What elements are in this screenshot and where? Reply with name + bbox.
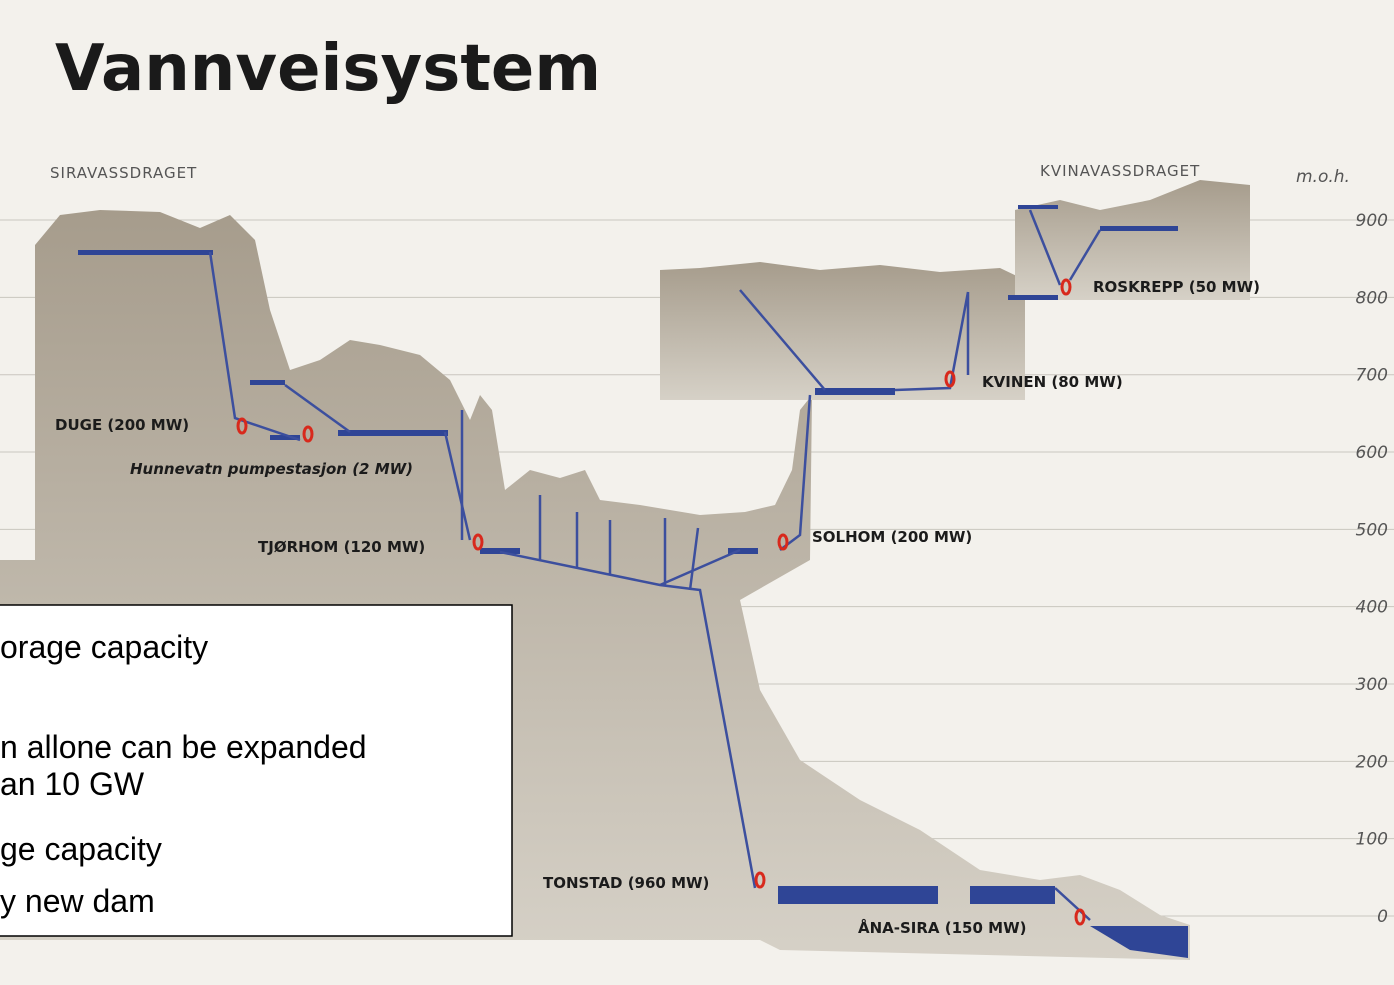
callout-text: n allone can be expanded (0, 729, 367, 765)
elevation-tick-label: 600 (1356, 443, 1388, 463)
title: Vannveisystem (55, 32, 601, 106)
elevation-tick-label: 300 (1356, 675, 1388, 695)
elevation-tick-label: 700 (1356, 366, 1388, 386)
station-label: TJØRHOM (120 MW) (258, 538, 425, 556)
station-label: ROSKREPP (50 MW) (1093, 278, 1260, 296)
region-label: KVINAVASSDRAGET (1040, 162, 1200, 180)
station-label: KVINEN (80 MW) (982, 373, 1123, 391)
callout-text: ge capacity (0, 831, 162, 867)
callout-text: orage capacity (0, 629, 208, 665)
station-markers (236, 278, 1086, 926)
elevation-tick-label: 200 (1356, 752, 1388, 772)
station-label: ÅNA-SIRA (150 MW) (858, 918, 1026, 937)
station-label: Hunnevatn pumpestasjon (2 MW) (130, 460, 413, 478)
station-label: SOLHOM (200 MW) (812, 528, 972, 546)
reservoirs (78, 205, 1188, 958)
callout-text: an 10 GW (0, 766, 145, 802)
callout-text: y new dam (0, 883, 155, 919)
region-label: SIRAVASSDRAGET (50, 164, 197, 182)
elevation-tick-label: 100 (1356, 830, 1388, 850)
axis-label: m.o.h. (1296, 167, 1350, 187)
terrain-kvinen (660, 262, 1025, 400)
station-label: DUGE (200 MW) (55, 416, 189, 434)
terrain-roskrepp (1015, 180, 1250, 300)
elevation-tick-label: 500 (1356, 520, 1388, 540)
elevation-tick-label: 900 (1356, 211, 1388, 231)
callout-box (0, 604, 513, 937)
station-label: TONSTAD (960 MW) (543, 874, 709, 892)
elevation-tick-label: 800 (1356, 288, 1388, 308)
elevation-tick-label: 0 (1377, 907, 1388, 927)
waterways (208, 209, 1102, 921)
elevation-tick-label: 400 (1356, 598, 1388, 618)
